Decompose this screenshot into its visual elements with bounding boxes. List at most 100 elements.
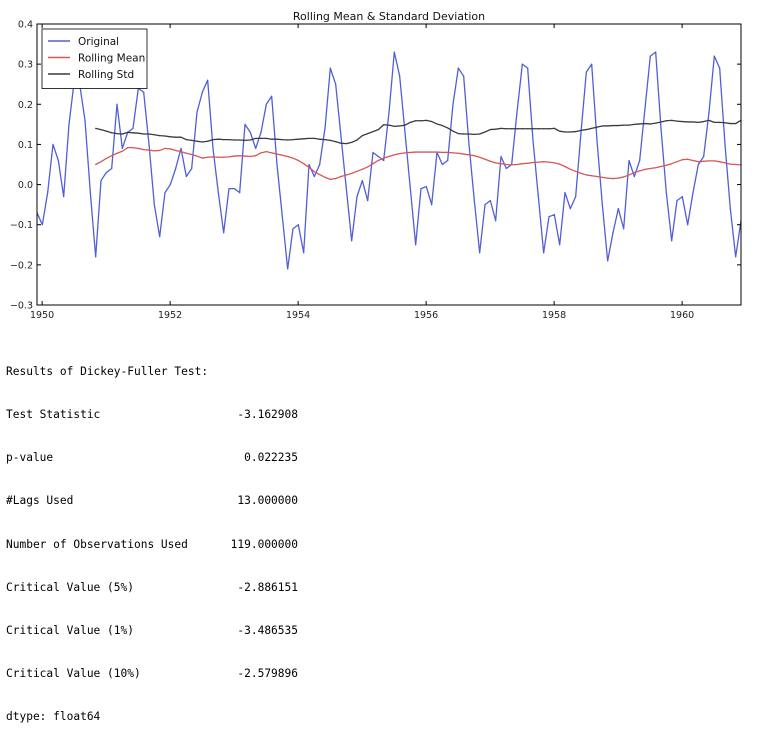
data-point <box>281 154 283 156</box>
data-point <box>607 125 609 127</box>
data-point <box>111 167 113 170</box>
data-point <box>719 121 721 123</box>
data-point <box>553 214 555 216</box>
data-point <box>319 173 321 176</box>
data-point <box>388 155 390 158</box>
data-point <box>735 163 737 166</box>
data-point <box>308 137 310 140</box>
data-point <box>495 220 497 222</box>
data-point <box>217 156 219 158</box>
data-point <box>671 163 673 165</box>
data-point <box>164 135 166 137</box>
data-point <box>143 149 145 151</box>
data-point <box>729 122 731 125</box>
y-tick-label: −0.3 <box>10 301 33 312</box>
data-point <box>633 175 635 178</box>
data-point <box>292 139 294 141</box>
data-point <box>505 167 507 170</box>
data-point <box>441 163 443 166</box>
data-point <box>196 155 198 157</box>
data-point <box>724 143 726 146</box>
adf-label: Critical Value (1%) <box>6 624 134 638</box>
data-point <box>116 132 118 135</box>
data-point <box>153 134 155 136</box>
data-point <box>372 130 374 133</box>
data-point <box>329 139 331 142</box>
data-point <box>649 167 651 170</box>
data-point <box>201 141 203 143</box>
data-point <box>559 130 561 132</box>
data-point <box>164 147 166 150</box>
data-point <box>324 139 326 141</box>
data-point <box>372 163 374 165</box>
data-point <box>271 152 273 154</box>
data-point <box>697 163 699 166</box>
data-point <box>244 155 246 157</box>
data-point <box>319 138 321 140</box>
data-point <box>479 252 481 254</box>
data-point <box>543 252 545 254</box>
data-point <box>601 204 603 206</box>
data-point <box>591 63 593 65</box>
data-point <box>175 149 177 152</box>
data-point <box>153 150 155 152</box>
data-point <box>633 171 635 174</box>
data-point <box>175 136 177 138</box>
adf-label: Test Statistic <box>6 408 101 422</box>
legend-label: Rolling Mean <box>78 52 145 64</box>
data-point <box>713 121 715 123</box>
data-point <box>409 121 411 123</box>
series-rolling-mean <box>95 146 741 180</box>
data-point <box>185 175 187 178</box>
data-point <box>281 216 283 218</box>
data-point <box>367 166 369 168</box>
data-point <box>665 192 667 194</box>
data-point <box>447 127 449 129</box>
data-point <box>660 121 662 123</box>
data-point <box>409 151 411 154</box>
data-point <box>500 155 502 158</box>
data-point <box>159 149 161 152</box>
data-point <box>335 83 337 85</box>
data-point <box>463 133 465 135</box>
data-point <box>281 139 283 141</box>
data-point <box>575 170 577 172</box>
data-point <box>137 147 139 150</box>
chart-title: Rolling Mean & Standard Deviation <box>293 10 485 23</box>
data-point <box>607 260 609 262</box>
data-point <box>393 51 395 53</box>
data-point <box>100 128 102 131</box>
data-point <box>105 157 107 160</box>
legend-box <box>41 28 148 89</box>
data-point <box>63 196 65 198</box>
adf-row: Test Statistic -3.162908 <box>6 408 298 422</box>
data-point <box>644 168 646 170</box>
data-point <box>404 131 406 133</box>
data-point <box>532 128 534 130</box>
data-point <box>137 132 139 134</box>
data-point <box>596 126 598 128</box>
data-point <box>335 177 337 180</box>
data-point <box>292 157 294 159</box>
data-point <box>191 153 193 156</box>
plot-area <box>37 51 741 270</box>
data-point <box>532 161 534 164</box>
data-point <box>388 124 390 126</box>
adf-label: Critical Value (5%) <box>6 580 134 594</box>
data-point <box>692 192 694 194</box>
data-point <box>559 244 561 246</box>
data-point <box>655 167 657 169</box>
data-point <box>84 119 86 121</box>
data-point <box>473 133 475 135</box>
adf-title: Results of Dickey-Fuller Test: <box>6 364 209 378</box>
data-point <box>297 138 299 140</box>
data-point <box>404 152 406 154</box>
data-point <box>345 174 347 176</box>
data-point <box>639 123 641 125</box>
data-point <box>420 187 422 190</box>
y-tick-label: 0.3 <box>18 60 33 71</box>
data-point <box>628 174 630 176</box>
data-point <box>537 196 539 198</box>
data-point <box>207 156 209 158</box>
data-point <box>703 160 705 162</box>
